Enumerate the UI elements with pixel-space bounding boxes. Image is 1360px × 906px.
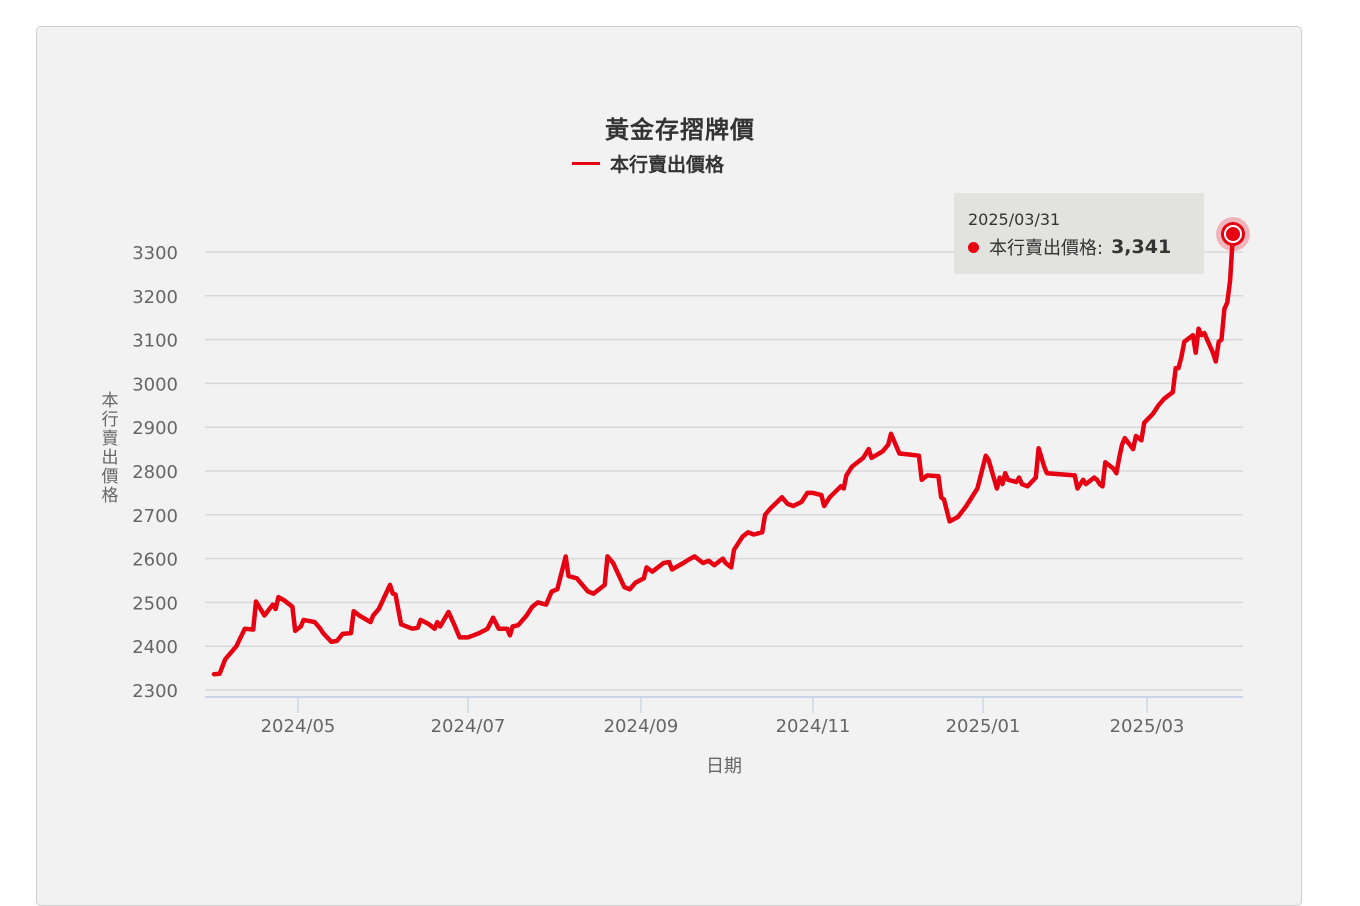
gridlines <box>205 251 1243 691</box>
x-axis: 2024/05 2024/07 2024/09 2024/11 2025/01 2025/… <box>205 696 1243 737</box>
y-tick-label: 2500 <box>132 593 178 614</box>
x-tick-label: 2024/07 <box>431 716 506 737</box>
x-tick-label: 2025/01 <box>946 716 1021 737</box>
y-tick-label: 3300 <box>132 243 178 264</box>
series-line-sell-price[interactable] <box>211 231 1236 677</box>
tooltip: 2025/03/31 本行賣出價格: 3,341 <box>954 193 1204 274</box>
tooltip-date: 2025/03/31 <box>968 210 1061 229</box>
tooltip-series-label: 本行賣出價格: <box>989 238 1104 259</box>
y-tick-label: 2600 <box>132 550 178 571</box>
x-tick-label: 2025/03 <box>1110 716 1185 737</box>
y-tick-label: 2400 <box>132 637 178 658</box>
legend-line-icon <box>572 162 600 165</box>
y-tick-label: 2300 <box>132 681 178 702</box>
chart-title: 黃金存摺牌價 <box>605 116 755 144</box>
chart-panel <box>36 26 1302 906</box>
y-tick-label: 2900 <box>132 418 178 439</box>
y-tick-label: 3100 <box>132 331 178 352</box>
y-tick-label: 3000 <box>132 374 178 395</box>
tooltip-value: 3,341 <box>1111 236 1172 258</box>
x-tick-label: 2024/05 <box>261 716 336 737</box>
series-dot-icon <box>968 241 979 253</box>
y-tick-label: 2800 <box>132 462 178 483</box>
x-tick-label: 2024/09 <box>604 716 679 737</box>
y-tick-label: 2700 <box>132 506 178 527</box>
y-tick-label: 3200 <box>132 287 178 308</box>
line-chart: 2300 2400 2500 2600 2700 2800 2900 3000 3100 3200… <box>132 217 1250 777</box>
y-axis-title: 本行賣出價格 <box>101 391 119 506</box>
legend-item-sell-price[interactable]: 本行賣出價格 <box>572 150 724 177</box>
x-axis-title: 日期 <box>706 756 742 777</box>
hover-marker[interactable] <box>1216 217 1250 252</box>
x-tick-label: 2024/11 <box>776 716 851 737</box>
y-axis-ticks: 2300 2400 2500 2600 2700 2800 2900 3000 3100 3200… <box>132 243 178 702</box>
legend-label: 本行賣出價格 <box>610 154 725 176</box>
